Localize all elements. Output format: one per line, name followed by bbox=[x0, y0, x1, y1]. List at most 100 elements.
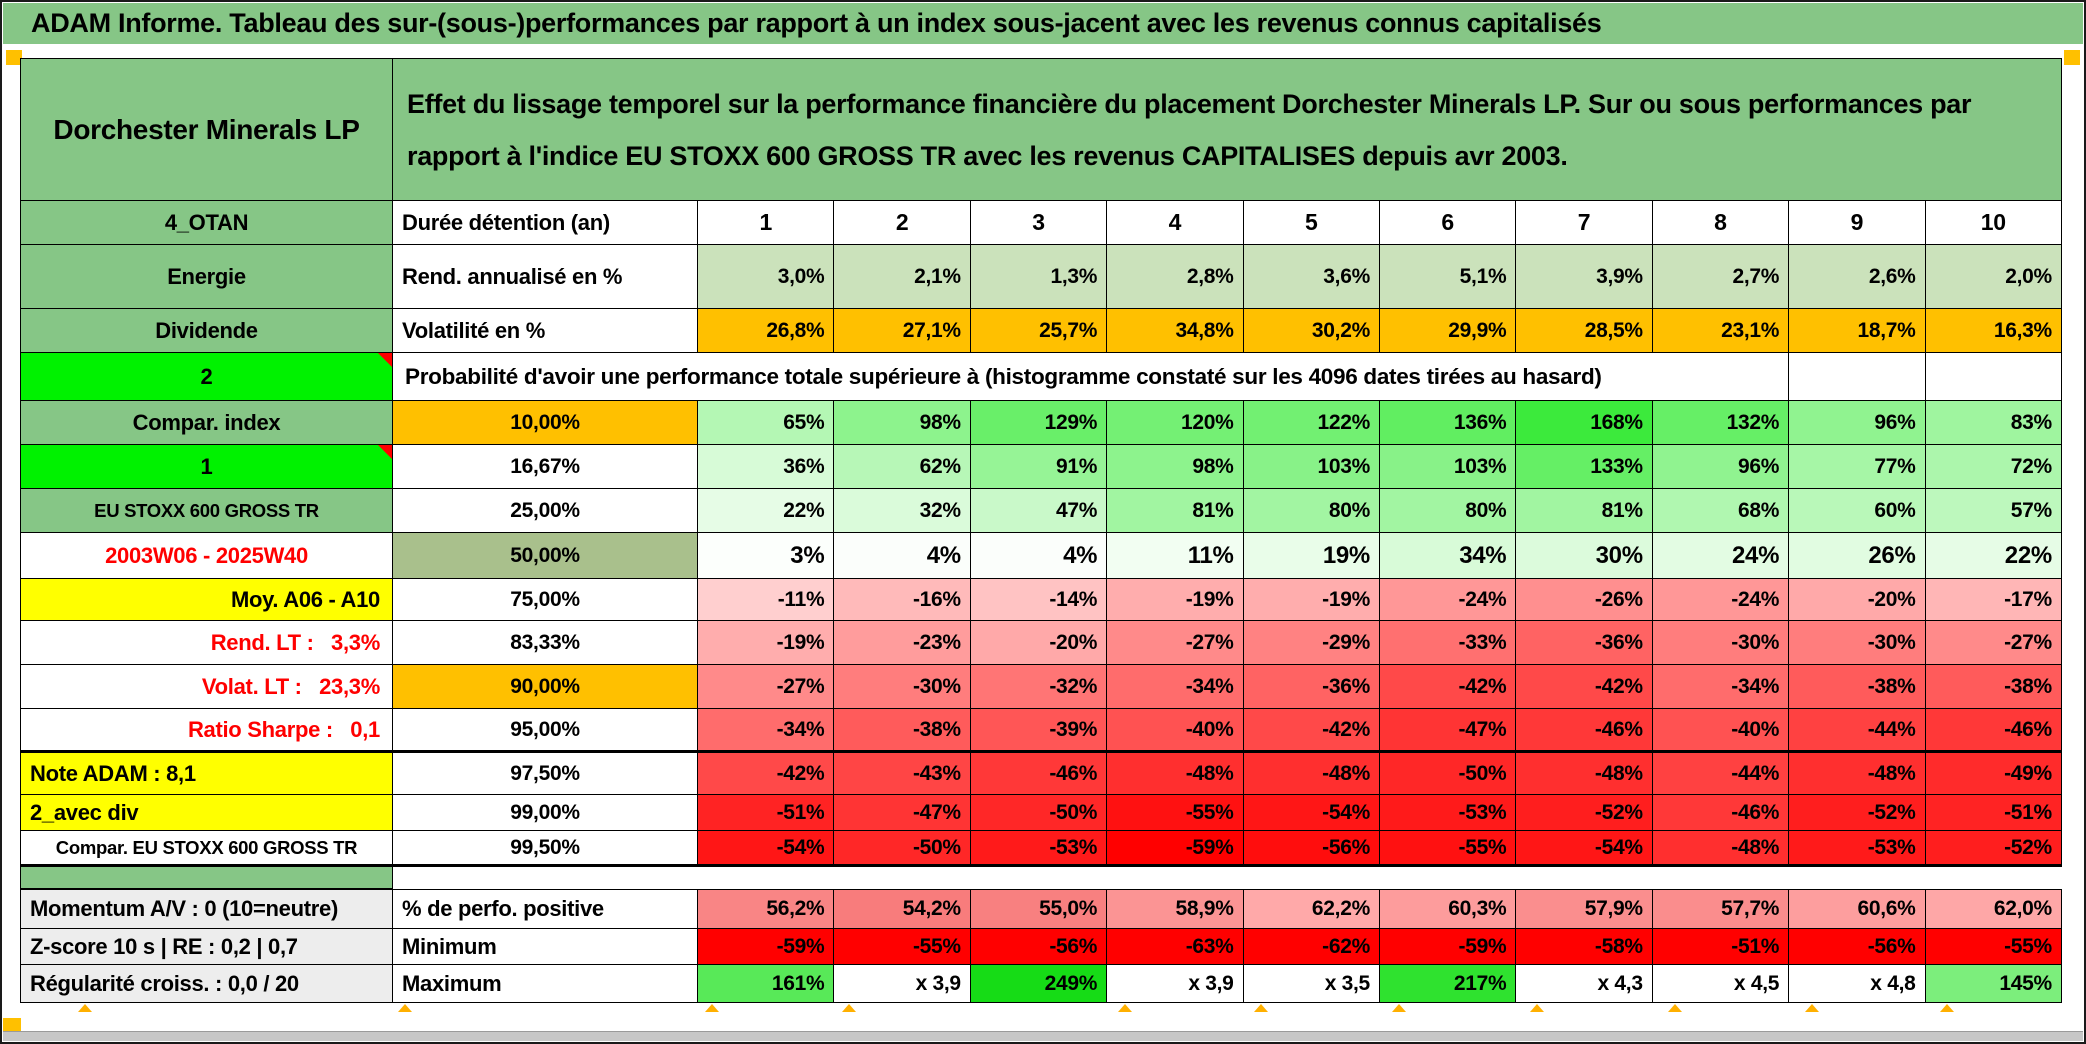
cell-minimum-10[interactable]: -55% bbox=[1925, 929, 2062, 965]
row-header-volatility[interactable]: Volatilité en % bbox=[393, 309, 698, 353]
cell-p99-7[interactable]: -52% bbox=[1516, 795, 1653, 831]
cell-volatility-7[interactable]: 28,5% bbox=[1516, 309, 1653, 353]
cell-p10-6[interactable]: 136% bbox=[1379, 401, 1517, 445]
cell-positive-share-3[interactable]: 55,0% bbox=[970, 889, 1108, 929]
cell-p25-7[interactable]: 81% bbox=[1516, 489, 1653, 533]
cell-p10-3[interactable]: 129% bbox=[970, 401, 1108, 445]
cell-p25-9[interactable]: 60% bbox=[1789, 489, 1926, 533]
cell-p975-7[interactable]: -48% bbox=[1516, 753, 1653, 795]
cell-maximum-9[interactable]: x 4,8 bbox=[1789, 965, 1926, 1003]
cell-p95-5[interactable]: -42% bbox=[1243, 709, 1380, 753]
cell-p90-5[interactable]: -36% bbox=[1243, 665, 1380, 709]
cell-p1667-9[interactable]: 77% bbox=[1789, 445, 1926, 489]
row-label-p1667[interactable]: 1 bbox=[20, 445, 393, 489]
cell-p975-3[interactable]: -46% bbox=[970, 753, 1108, 795]
cell-maximum-10[interactable]: 145% bbox=[1925, 965, 2062, 1003]
cell-p995-2[interactable]: -50% bbox=[834, 831, 971, 867]
cell-p90-10[interactable]: -38% bbox=[1925, 665, 2062, 709]
cell-annual-return-2[interactable]: 2,1% bbox=[834, 245, 971, 309]
cell-volatility-4[interactable]: 34,8% bbox=[1107, 309, 1244, 353]
row-label-p90[interactable]: Volat. LT : 23,3% bbox=[20, 665, 393, 709]
cell-p75-7[interactable]: -26% bbox=[1516, 579, 1653, 621]
cell-maximum-5[interactable]: x 3,5 bbox=[1243, 965, 1380, 1003]
cell-p95-10[interactable]: -46% bbox=[1925, 709, 2062, 753]
cell-p95-7[interactable]: -46% bbox=[1516, 709, 1653, 753]
cell-p90-3[interactable]: -32% bbox=[970, 665, 1108, 709]
cell-p995-8[interactable]: -48% bbox=[1652, 831, 1790, 867]
cell-p10-5[interactable]: 122% bbox=[1243, 401, 1380, 445]
cell-volatility-3[interactable]: 25,7% bbox=[970, 309, 1108, 353]
cell-minimum-4[interactable]: -63% bbox=[1107, 929, 1244, 965]
cell-p975-4[interactable]: -48% bbox=[1107, 753, 1244, 795]
cell-positive-share-2[interactable]: 54,2% bbox=[834, 889, 971, 929]
row-header-duration[interactable]: Durée détention (an) bbox=[393, 201, 698, 245]
cell-positive-share-10[interactable]: 62,0% bbox=[1925, 889, 2062, 929]
cell-maximum-2[interactable]: x 3,9 bbox=[834, 965, 971, 1003]
row-label-positive-share[interactable]: Momentum A/V : 0 (10=neutre) bbox=[20, 889, 393, 929]
cell-p75-2[interactable]: -16% bbox=[834, 579, 971, 621]
row-header-p50[interactable]: 50,00% bbox=[393, 533, 698, 579]
cell-p10-10[interactable]: 83% bbox=[1925, 401, 2062, 445]
cell-p1667-4[interactable]: 98% bbox=[1107, 445, 1244, 489]
row-header-p75[interactable]: 75,00% bbox=[393, 579, 698, 621]
cell-p10-8[interactable]: 132% bbox=[1652, 401, 1790, 445]
cell-p25-1[interactable]: 22% bbox=[698, 489, 835, 533]
cell-p99-10[interactable]: -51% bbox=[1925, 795, 2062, 831]
cell-p975-1[interactable]: -42% bbox=[698, 753, 835, 795]
row-header-minimum[interactable]: Minimum bbox=[393, 929, 698, 965]
cell-maximum-4[interactable]: x 3,9 bbox=[1107, 965, 1244, 1003]
row-header-maximum[interactable]: Maximum bbox=[393, 965, 698, 1003]
cell-p8333-5[interactable]: -29% bbox=[1243, 621, 1380, 665]
cell-p95-2[interactable]: -38% bbox=[834, 709, 971, 753]
security-name-cell[interactable]: Dorchester Minerals LP bbox=[20, 59, 393, 201]
cell-p99-9[interactable]: -52% bbox=[1789, 795, 1926, 831]
cell-p99-8[interactable]: -46% bbox=[1652, 795, 1790, 831]
cell-minimum-9[interactable]: -56% bbox=[1789, 929, 1926, 965]
cell-p75-5[interactable]: -19% bbox=[1243, 579, 1380, 621]
row-header-p99[interactable]: 99,00% bbox=[393, 795, 698, 831]
cell-p75-3[interactable]: -14% bbox=[970, 579, 1108, 621]
cell-minimum-7[interactable]: -58% bbox=[1516, 929, 1653, 965]
cell-p8333-9[interactable]: -30% bbox=[1789, 621, 1926, 665]
cell-p75-4[interactable]: -19% bbox=[1107, 579, 1244, 621]
row-label-p50[interactable]: 2003W06 - 2025W40 bbox=[20, 533, 393, 579]
row-label-p95[interactable]: Ratio Sharpe : 0,1 bbox=[20, 709, 393, 753]
cell-p1667-1[interactable]: 36% bbox=[698, 445, 835, 489]
cell-annual-return-1[interactable]: 3,0% bbox=[698, 245, 835, 309]
cell-p99-6[interactable]: -53% bbox=[1379, 795, 1517, 831]
row-header-p10[interactable]: 10,00% bbox=[393, 401, 698, 445]
cell-p75-10[interactable]: -17% bbox=[1925, 579, 2062, 621]
cell-p1667-8[interactable]: 96% bbox=[1652, 445, 1790, 489]
cell-minimum-3[interactable]: -56% bbox=[970, 929, 1108, 965]
cell-p25-4[interactable]: 81% bbox=[1107, 489, 1244, 533]
cell-maximum-1[interactable]: 161% bbox=[698, 965, 835, 1003]
cell-positive-share-7[interactable]: 57,9% bbox=[1516, 889, 1653, 929]
row-header-p975[interactable]: 97,50% bbox=[393, 753, 698, 795]
cell-positive-share-5[interactable]: 62,2% bbox=[1243, 889, 1380, 929]
cell-p90-2[interactable]: -30% bbox=[834, 665, 971, 709]
cell-annual-return-8[interactable]: 2,7% bbox=[1652, 245, 1790, 309]
cell-p25-2[interactable]: 32% bbox=[834, 489, 971, 533]
cell-p8333-8[interactable]: -30% bbox=[1652, 621, 1790, 665]
cell-volatility-9[interactable]: 18,7% bbox=[1789, 309, 1926, 353]
cell-duration-8[interactable]: 8 bbox=[1652, 201, 1790, 245]
cell-p995-10[interactable]: -52% bbox=[1925, 831, 2062, 867]
row-label-p25[interactable]: EU STOXX 600 GROSS TR bbox=[20, 489, 393, 533]
cell-p99-5[interactable]: -54% bbox=[1243, 795, 1380, 831]
cell-annual-return-6[interactable]: 5,1% bbox=[1379, 245, 1517, 309]
cell-p1667-2[interactable]: 62% bbox=[834, 445, 971, 489]
cell-p10-1[interactable]: 65% bbox=[698, 401, 835, 445]
row-header-p1667[interactable]: 16,67% bbox=[393, 445, 698, 489]
row-label-p99[interactable]: 2_avec div bbox=[20, 795, 393, 831]
cell-annual-return-7[interactable]: 3,9% bbox=[1516, 245, 1653, 309]
cell-p995-9[interactable]: -53% bbox=[1789, 831, 1926, 867]
cell-p975-2[interactable]: -43% bbox=[834, 753, 971, 795]
cell-positive-share-1[interactable]: 56,2% bbox=[698, 889, 835, 929]
cell-duration-4[interactable]: 4 bbox=[1107, 201, 1244, 245]
cell-annual-return-4[interactable]: 2,8% bbox=[1107, 245, 1244, 309]
cell-volatility-2[interactable]: 27,1% bbox=[834, 309, 971, 353]
cell-p50-7[interactable]: 30% bbox=[1516, 533, 1653, 579]
cell-p50-4[interactable]: 11% bbox=[1107, 533, 1244, 579]
cell-p8333-3[interactable]: -20% bbox=[970, 621, 1108, 665]
cell-minimum-1[interactable]: -59% bbox=[698, 929, 835, 965]
